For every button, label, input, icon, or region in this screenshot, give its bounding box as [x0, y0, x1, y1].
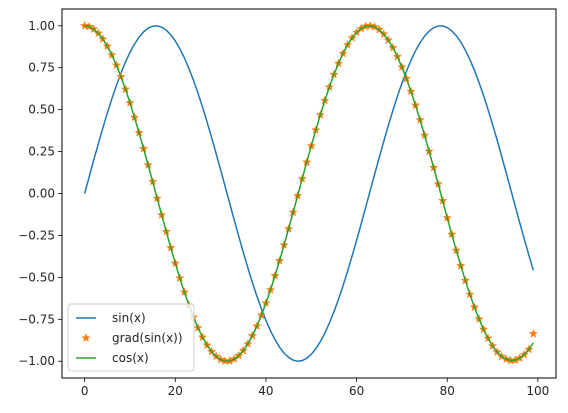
series-layer: [80, 20, 538, 366]
y-tick-label: −1.00: [18, 354, 55, 368]
y-tick-label: −0.50: [18, 270, 55, 284]
y-axis: −1.00 −0.75 −0.50 −0.25 0.00 0.25 0.50 0.75 1.00: [18, 19, 62, 368]
legend-label-cos: cos(x): [112, 351, 149, 365]
data-point-star: [80, 20, 90, 30]
y-tick-label: 0.75: [28, 61, 55, 75]
series-line-cos-x: [84, 25, 534, 362]
x-tick-label: 0: [81, 384, 89, 398]
y-tick-label: 1.00: [28, 19, 55, 33]
legend-label-sin: sin(x): [112, 311, 146, 325]
y-tick-label: −0.75: [18, 312, 55, 326]
y-tick-label: 0.00: [28, 187, 55, 201]
series-line-sin-x: [83, 25, 535, 362]
y-tick-label: 0.25: [28, 145, 55, 159]
legend: sin(x) grad(sin(x)) cos(x): [67, 303, 195, 372]
x-tick-label: 60: [349, 384, 364, 398]
x-tick-label: 80: [440, 384, 455, 398]
x-axis: 0 20 40 60 80 100: [81, 378, 549, 398]
legend-label-grad: grad(sin(x)): [112, 331, 183, 345]
y-tick-label: −0.25: [18, 228, 55, 242]
x-tick-label: 40: [258, 384, 273, 398]
x-tick-label: 100: [526, 384, 549, 398]
y-tick-label: 0.50: [28, 103, 55, 117]
data-point-star: [528, 328, 538, 338]
x-tick-label: 20: [168, 384, 183, 398]
legend-swatch-grad-star: [81, 333, 91, 342]
legend-box: [67, 303, 195, 372]
